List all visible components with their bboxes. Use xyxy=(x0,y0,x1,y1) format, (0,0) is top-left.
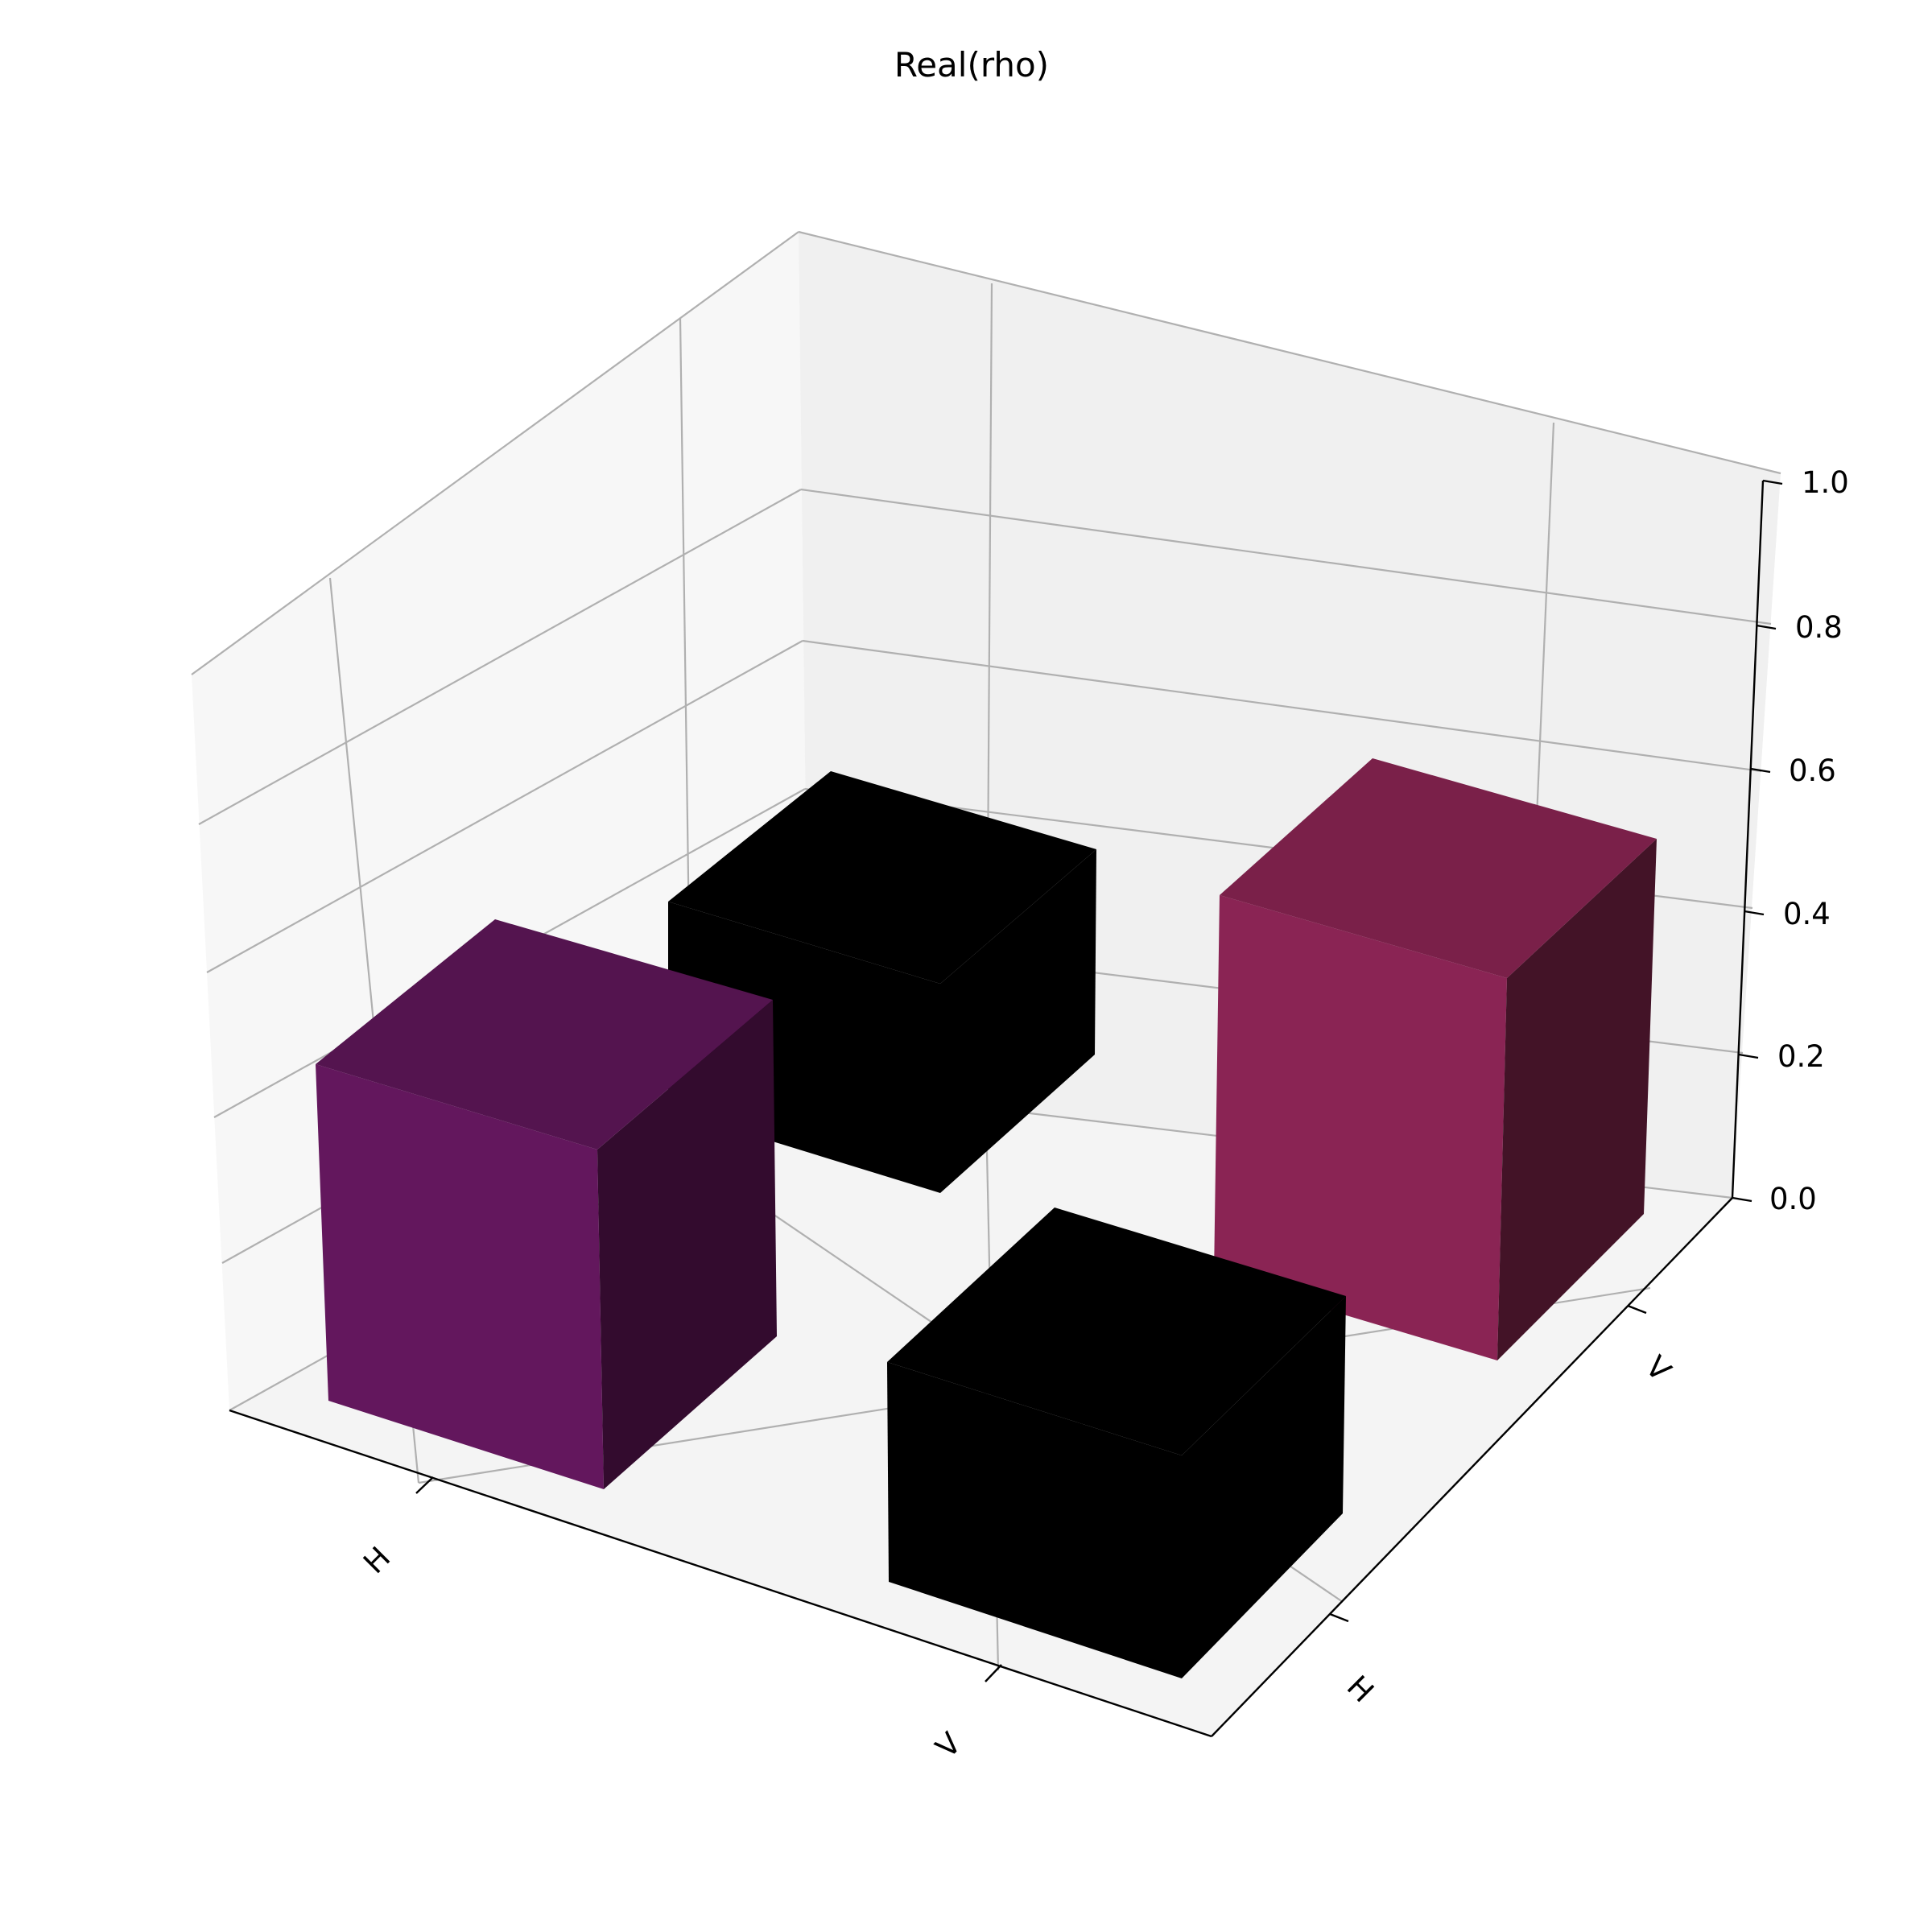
z-tick-1 xyxy=(1738,1053,1759,1059)
bar-group-V-V xyxy=(1214,758,1657,1360)
bar-V-V-side xyxy=(1497,839,1657,1360)
z-tick-label-0: 0.0 xyxy=(1769,1182,1817,1216)
y-tick-label-V: V xyxy=(1639,1349,1678,1388)
bar-H-H-side xyxy=(597,1000,777,1489)
x-tick-H xyxy=(415,1476,434,1494)
bar-V-V-front xyxy=(1214,895,1507,1360)
bar-H-H-top xyxy=(316,919,773,1150)
z-tick-label-1: 0.2 xyxy=(1777,1039,1825,1074)
z-tick-3 xyxy=(1750,767,1771,774)
bar-V-H-top xyxy=(887,1208,1346,1455)
bar-V-V-top xyxy=(1220,758,1657,978)
bar-group-V-H xyxy=(887,1208,1346,1678)
z-tick-5 xyxy=(1762,479,1783,485)
y-axis-line xyxy=(1211,1197,1733,1737)
z-tick-4 xyxy=(1756,624,1777,630)
chart-title: Real(rho) xyxy=(894,45,1049,85)
bar-V-H-front xyxy=(887,1362,1182,1678)
z-tick-2 xyxy=(1744,910,1765,916)
bar-H-H-front xyxy=(316,1064,604,1489)
bar-H-V-top xyxy=(668,771,1096,984)
z-tick-label-3: 0.6 xyxy=(1789,753,1836,788)
x-tick-label-V: V xyxy=(929,1726,968,1765)
y-tick-label-H: H xyxy=(1340,1669,1381,1709)
bar-H-V-side xyxy=(940,849,1096,1193)
y-tick-V xyxy=(1627,1304,1647,1315)
z-tick-label-2: 0.4 xyxy=(1783,897,1831,931)
bar-V-H-side xyxy=(1182,1296,1346,1678)
z-tick-label-4: 0.8 xyxy=(1795,610,1843,645)
bar-group-H-H xyxy=(316,919,777,1489)
z-axis-line xyxy=(1731,480,1765,1199)
y-tick-H xyxy=(1329,1612,1349,1623)
axis-ticks xyxy=(415,479,1783,1682)
z-tick-label-5: 1.0 xyxy=(1802,465,1849,500)
x-tick-label-H: H xyxy=(357,1540,397,1580)
z-tick-0 xyxy=(1732,1196,1752,1203)
x-axis-line xyxy=(229,1409,1212,1738)
x-tick-V xyxy=(985,1664,1002,1682)
